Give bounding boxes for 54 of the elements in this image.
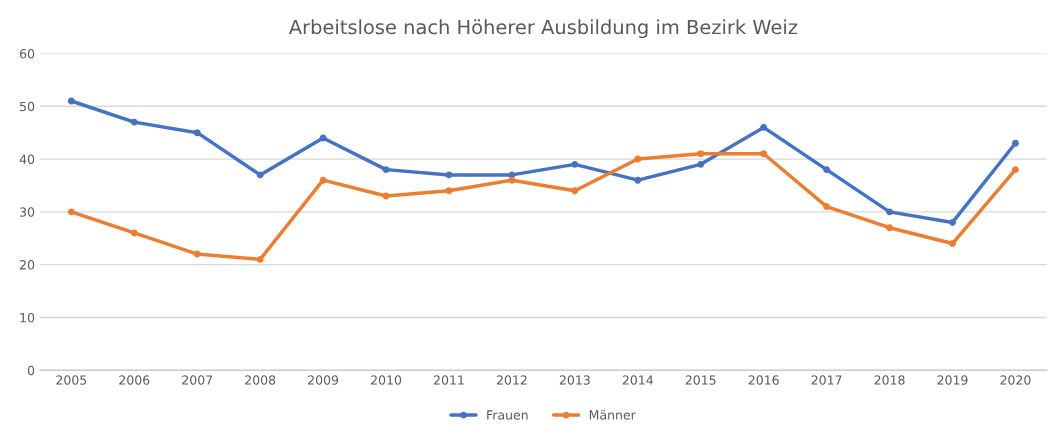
y-tick-label: 20 (20, 260, 35, 270)
point (634, 176, 642, 184)
y-tick-label: 50 (20, 101, 35, 112)
point (823, 166, 831, 174)
x-tick-label: 2015 (685, 375, 716, 385)
point (760, 150, 768, 158)
point (571, 160, 579, 168)
x-tick-label: 2006 (119, 375, 150, 385)
x-tick-label: 2018 (874, 375, 905, 385)
point (67, 208, 75, 216)
y-tick-label: 10 (20, 312, 35, 323)
point (697, 160, 705, 168)
point (1011, 139, 1019, 147)
x-tick-label: 2009 (308, 375, 339, 385)
point (445, 187, 453, 195)
point (1011, 166, 1019, 174)
point (193, 250, 201, 258)
y-tick-label: 40 (19, 154, 35, 164)
x-tick-label: 2014 (622, 375, 653, 385)
point (67, 97, 75, 105)
x-tick-label: 2017 (811, 375, 842, 385)
x-tick-label: 2016 (748, 375, 779, 385)
y-tick-label: 30 (20, 207, 35, 217)
point (256, 171, 264, 179)
point (382, 166, 390, 174)
x-tick-label: 2019 (937, 375, 968, 385)
point (949, 218, 956, 226)
point (571, 187, 579, 195)
point (193, 129, 201, 137)
x-tick-label: 2005 (56, 375, 87, 385)
x-tick-label: 2020 (1000, 375, 1031, 385)
point (823, 203, 831, 211)
point (949, 240, 956, 247)
x-tick-label: 2013 (559, 375, 590, 385)
legend-label: Männer (589, 410, 636, 420)
legend-label: Frauen (487, 410, 528, 420)
point (508, 176, 516, 184)
x-tick-label: 2012 (496, 375, 527, 385)
point (256, 255, 264, 263)
point (760, 123, 768, 131)
x-tick-label: 2007 (182, 375, 213, 385)
point (886, 224, 894, 232)
point (130, 118, 138, 126)
point (634, 155, 642, 163)
point (697, 150, 705, 158)
point (886, 208, 894, 216)
x-tick-label: 2008 (245, 375, 276, 385)
x-tick-label: 2011 (433, 375, 464, 385)
point (130, 229, 138, 237)
point (319, 176, 327, 184)
y-tick-label: 60 (19, 48, 35, 59)
y-tick-label: 0 (27, 365, 35, 376)
x-tick-label: 2010 (371, 375, 402, 385)
chart-title: Arbeitslose nach Höherer Ausbildung im Bezirk Weiz (288, 19, 798, 39)
